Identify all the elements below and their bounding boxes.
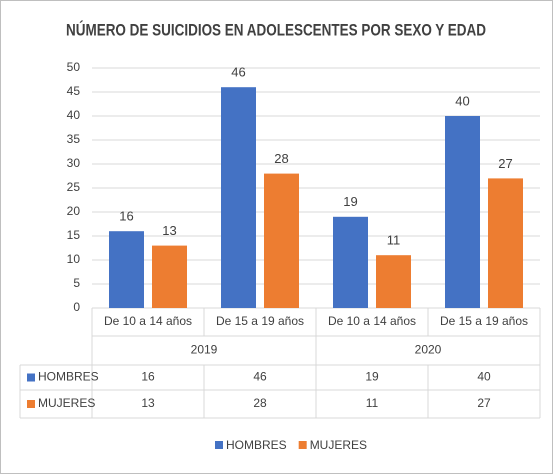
y-tick-label: 40 xyxy=(67,108,81,122)
y-tick-label: 10 xyxy=(67,252,81,266)
bar xyxy=(264,173,299,308)
y-tick-label: 0 xyxy=(73,300,80,314)
table-value: 19 xyxy=(365,370,379,384)
table-series-name: MUJERES xyxy=(38,396,95,410)
data-label: 16 xyxy=(119,209,133,224)
data-label: 19 xyxy=(343,194,357,209)
table-legend-key xyxy=(27,373,35,382)
y-tick-label: 15 xyxy=(67,228,81,242)
bar xyxy=(221,87,256,308)
legend-label: MUJERES xyxy=(310,438,367,452)
x-tick-label: De 15 a 19 años xyxy=(216,314,304,328)
group-label: 2020 xyxy=(415,343,442,357)
data-label: 46 xyxy=(231,65,245,80)
legend-key xyxy=(215,441,223,449)
y-tick-label: 25 xyxy=(67,180,81,194)
table-series-name: HOMBRES xyxy=(38,370,99,384)
y-tick-label: 35 xyxy=(67,132,81,146)
table-value: 11 xyxy=(366,396,379,410)
y-tick-label: 30 xyxy=(67,156,81,170)
data-label: 27 xyxy=(498,156,512,171)
bar xyxy=(445,116,480,308)
y-tick-label: 45 xyxy=(67,84,81,98)
data-label: 11 xyxy=(387,233,401,248)
x-tick-label: De 10 a 14 años xyxy=(104,314,192,328)
y-tick-label: 5 xyxy=(73,276,80,290)
x-tick-label: De 15 a 19 años xyxy=(440,314,528,328)
data-label: 28 xyxy=(274,151,288,166)
table-value: 27 xyxy=(477,396,491,410)
y-tick-label: 20 xyxy=(67,204,81,218)
x-tick-label: De 10 a 14 años xyxy=(328,314,416,328)
table-legend-key xyxy=(27,400,35,408)
table-value: 13 xyxy=(141,396,155,410)
data-label: 40 xyxy=(455,93,469,108)
chart-title: NÚMERO DE SUICIDIOS EN ADOLESCENTES POR … xyxy=(66,20,486,39)
bar xyxy=(333,216,368,308)
group-label: 2019 xyxy=(191,343,218,357)
table-value: 16 xyxy=(141,370,155,384)
bar xyxy=(488,178,523,308)
table-value: 40 xyxy=(477,370,491,384)
y-tick-label: 50 xyxy=(67,60,81,74)
bar xyxy=(152,245,187,308)
bar xyxy=(376,255,411,308)
table-value: 46 xyxy=(253,370,267,384)
legend-key xyxy=(298,441,307,449)
legend-label: HOMBRES xyxy=(226,438,287,452)
data-label: 13 xyxy=(162,223,176,238)
bar xyxy=(109,231,144,308)
table-value: 28 xyxy=(253,396,267,410)
